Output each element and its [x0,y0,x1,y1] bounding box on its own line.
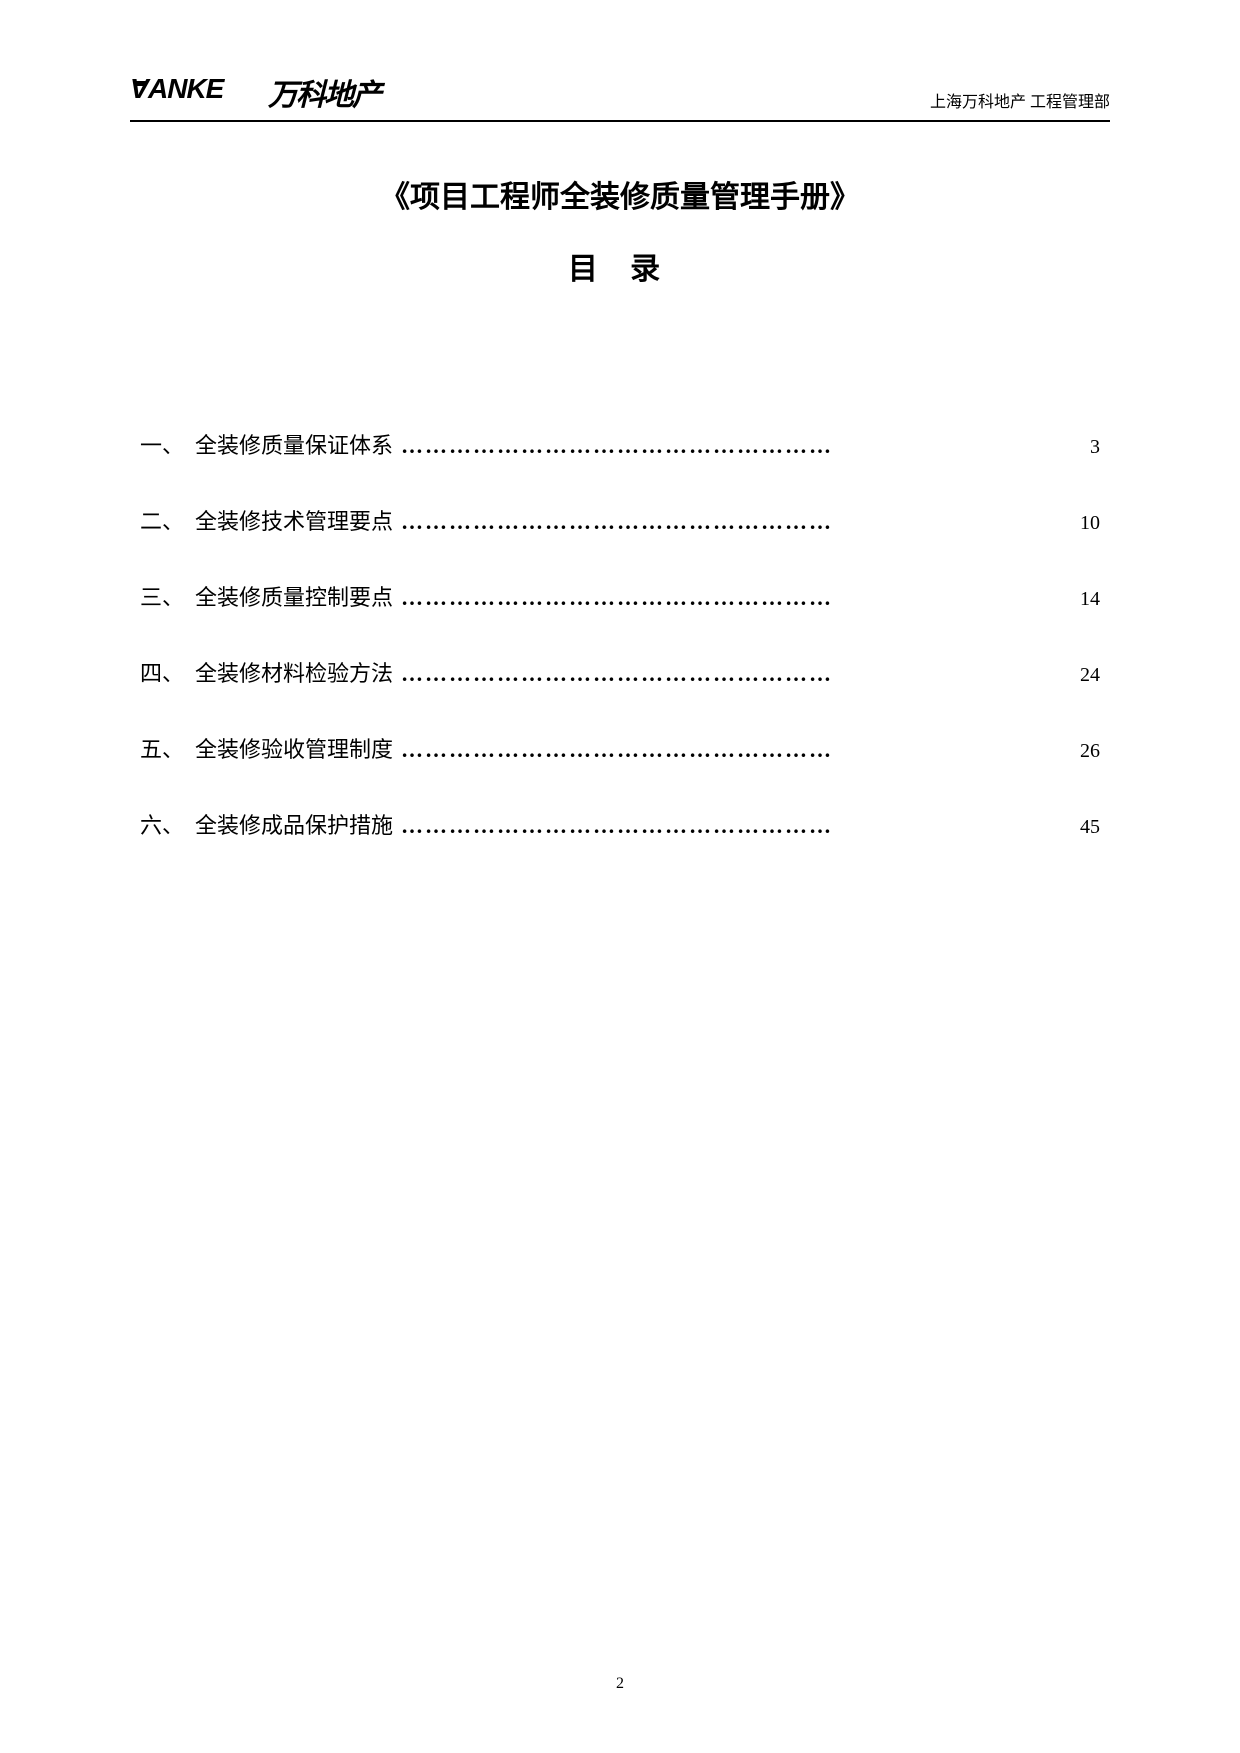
toc-page-number: 45 [1070,816,1100,839]
toc-page-number: 26 [1070,740,1100,763]
document-title: 《项目工程师全装修质量管理手册》 [130,172,1110,216]
table-of-contents: 一、 全装修质量保证体系 ……………………………………………… 3 二、 全装修… [130,428,1110,840]
toc-page-number: 10 [1070,512,1100,535]
page-container: V ANKE 万科地产 上海万科地产 工程管理部 《项目工程师全装修质量管理手册… [0,0,1240,944]
toc-title: 全装修质量保证体系 [195,428,393,460]
page-footer-number: 2 [0,1675,1240,1693]
toc-title: 全装修质量控制要点 [195,580,393,612]
toc-page-number: 14 [1070,588,1100,611]
header-department-text: 上海万科地产 工程管理部 [930,88,1110,114]
toc-title: 全装修材料检验方法 [195,656,393,688]
toc-entry: 一、 全装修质量保证体系 ……………………………………………… 3 [140,428,1100,460]
logo-english-text: V ANKE [130,73,260,112]
toc-number: 二、 [140,504,195,536]
toc-entry: 六、 全装修成品保护措施 ……………………………………………… 45 [140,808,1100,840]
toc-entry: 三、 全装修质量控制要点 ……………………………………………… 14 [140,580,1100,612]
toc-title: 全装修技术管理要点 [195,504,393,536]
toc-title: 全装修成品保护措施 [195,808,393,840]
logo-chinese-text: 万科地产 [268,70,380,114]
toc-leader-dots: ……………………………………………… [393,509,1070,535]
toc-page-number: 3 [1070,436,1100,459]
toc-leader-dots: ……………………………………………… [393,661,1070,687]
toc-leader-dots: ……………………………………………… [393,813,1070,839]
toc-leader-dots: ……………………………………………… [393,433,1070,459]
page-header: V ANKE 万科地产 上海万科地产 工程管理部 [130,70,1110,122]
toc-leader-dots: ……………………………………………… [393,737,1070,763]
toc-page-number: 24 [1070,664,1100,687]
toc-entry: 二、 全装修技术管理要点 ……………………………………………… 10 [140,504,1100,536]
company-logo: V ANKE 万科地产 [130,70,380,114]
toc-number: 三、 [140,580,195,612]
toc-entry: 五、 全装修验收管理制度 ……………………………………………… 26 [140,732,1100,764]
vanke-logo-icon: V ANKE [130,73,260,105]
document-subtitle: 目 录 [130,244,1110,288]
toc-title: 全装修验收管理制度 [195,732,393,764]
toc-number: 一、 [140,428,195,460]
toc-number: 五、 [140,732,195,764]
toc-entry: 四、 全装修材料检验方法 ……………………………………………… 24 [140,656,1100,688]
toc-number: 四、 [140,656,195,688]
toc-number: 六、 [140,808,195,840]
toc-leader-dots: ……………………………………………… [393,585,1070,611]
svg-text:ANKE: ANKE [147,73,226,104]
